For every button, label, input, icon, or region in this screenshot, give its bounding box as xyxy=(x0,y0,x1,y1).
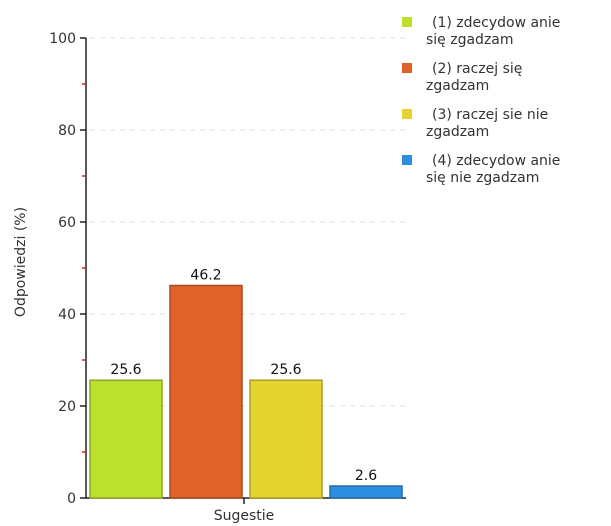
y-tick-label: 80 xyxy=(58,123,76,139)
legend-label: (4) zdecydow anie xyxy=(432,153,560,169)
bar xyxy=(89,379,163,499)
legend-label: (1) zdecydow anie xyxy=(432,15,560,31)
data-labels: 25.6 46.2 25.6 2.6 xyxy=(110,267,377,484)
x-axis-title: Sugestie xyxy=(214,508,275,524)
bars xyxy=(89,284,403,499)
legend-label: (2) raczej się xyxy=(432,61,522,77)
legend-swatch xyxy=(402,155,412,165)
legend-label: zgadzam xyxy=(426,78,489,94)
y-tick-label: 20 xyxy=(58,399,76,415)
bar-value-label: 25.6 xyxy=(110,362,141,378)
bar-value-label: 2.6 xyxy=(355,468,377,484)
legend-label: zgadzam xyxy=(426,124,489,140)
grid-lines xyxy=(90,37,406,407)
bar xyxy=(169,284,243,499)
legend-label: się zgadzam xyxy=(426,32,514,48)
y-tick-label: 100 xyxy=(49,31,76,47)
legend-swatch xyxy=(402,109,412,119)
bar-value-label: 46.2 xyxy=(190,267,221,283)
bar xyxy=(249,379,323,499)
y-axis-title: Odpowiedzi (%) xyxy=(13,207,29,317)
y-tick-label: 0 xyxy=(67,491,76,507)
y-tick-label: 60 xyxy=(58,215,76,231)
y-axis-ticks: 0 20 40 60 80 100 xyxy=(49,31,86,507)
legend-swatch xyxy=(402,63,412,73)
legend-label: (3) raczej sie nie xyxy=(432,107,548,123)
legend-label: się nie zgadzam xyxy=(426,170,539,186)
y-tick-label: 40 xyxy=(58,307,76,323)
bar xyxy=(329,485,403,499)
bar-value-label: 25.6 xyxy=(270,362,301,378)
legend-swatch xyxy=(402,17,412,27)
